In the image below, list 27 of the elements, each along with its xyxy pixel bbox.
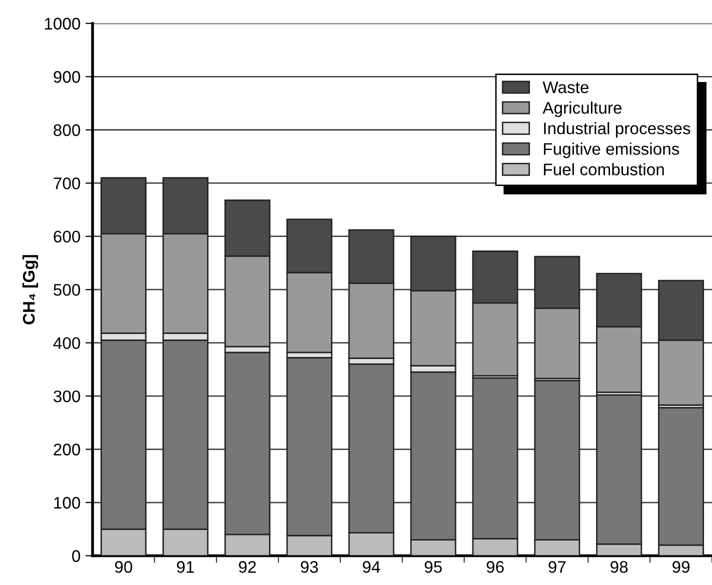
- legend-label: Agriculture: [542, 102, 622, 118]
- x-tick-label: 95: [424, 561, 442, 573]
- x-tick-label: 91: [176, 561, 194, 573]
- x-tick-label: 99: [672, 561, 690, 573]
- x-tick-label: 92: [238, 561, 256, 573]
- y-tick-label: 0: [72, 550, 80, 562]
- y-tick-label: 500: [54, 284, 80, 296]
- y-tick-label: 400: [53, 337, 80, 350]
- x-tick-label: 97: [548, 561, 566, 573]
- x-tick-label: 90: [115, 561, 132, 573]
- legend-label: Industrial processes: [544, 122, 690, 138]
- y-tick-label: 100: [54, 496, 80, 509]
- y-axis-title: CH₄ [Gg]: [22, 255, 38, 324]
- y-tick-label: 700: [54, 178, 80, 190]
- legend-label: Waste: [542, 82, 588, 94]
- x-tick-label: 94: [362, 561, 380, 573]
- x-tick-label: 93: [300, 561, 318, 573]
- x-tick-label: 98: [610, 561, 628, 573]
- legend-label: Fuel combustion: [544, 163, 664, 176]
- y-tick-label: 900: [54, 71, 80, 83]
- x-tick-label: 96: [486, 561, 504, 573]
- y-tick-label: 1000: [44, 18, 80, 30]
- y-tick-label: 600: [54, 230, 80, 243]
- y-tick-label: 800: [54, 124, 80, 136]
- y-tick-label: 300: [54, 390, 80, 402]
- y-tick-label: 200: [54, 444, 80, 456]
- legend-label: Fugitive emissions: [544, 142, 680, 158]
